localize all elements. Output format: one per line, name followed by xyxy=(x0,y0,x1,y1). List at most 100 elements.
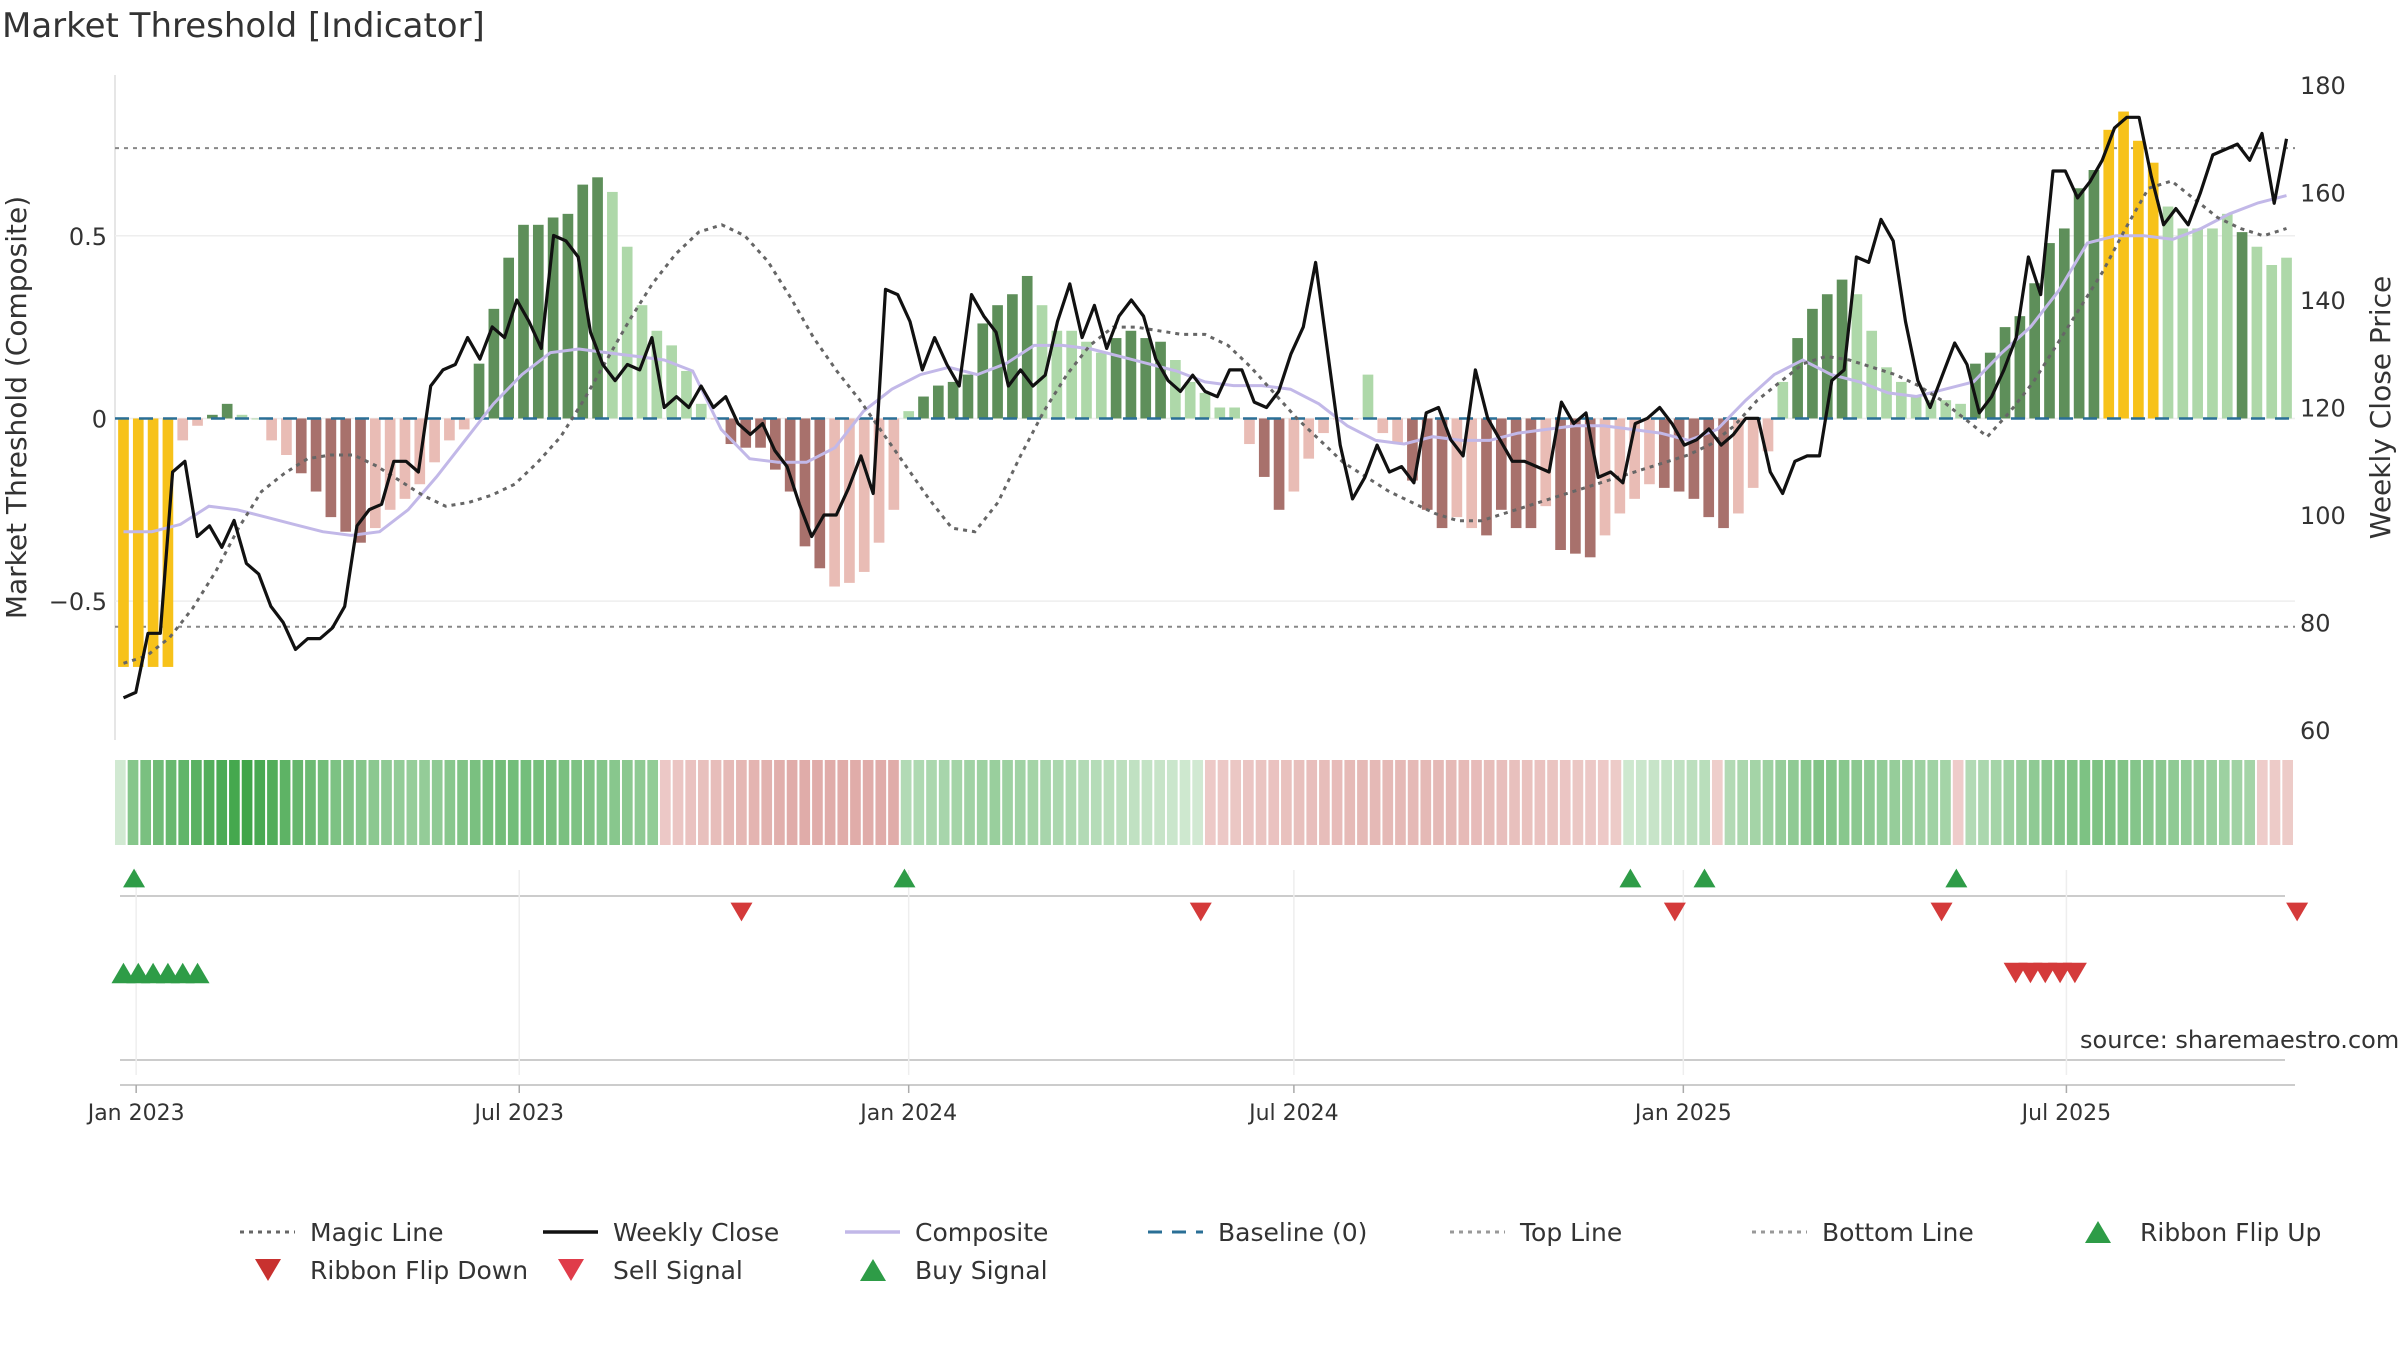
composite-bar xyxy=(2281,257,2292,419)
ribbon-cell xyxy=(1014,760,1026,845)
ribbon-cell xyxy=(1509,760,1520,845)
ribbon-cell xyxy=(1407,760,1419,845)
legend-swatch xyxy=(2085,1220,2111,1244)
composite-bar xyxy=(1940,400,1952,419)
ribbon-cell xyxy=(710,760,722,845)
ribbon-flip-up-marker xyxy=(1945,868,1968,888)
y-tick-right: 180 xyxy=(2300,72,2346,100)
ribbon-cell xyxy=(1838,760,1850,845)
x-tick-label: Jul 2025 xyxy=(2020,1101,2112,1126)
composite-bar xyxy=(503,257,515,419)
ribbon-cell xyxy=(343,760,354,845)
legend-label: Ribbon Flip Up xyxy=(2140,1218,2321,1247)
ribbon-cell xyxy=(1902,760,1913,845)
ribbon-cell xyxy=(2180,760,2192,845)
composite-bar xyxy=(2236,232,2248,419)
composite-bar xyxy=(829,418,840,587)
composite-bar xyxy=(429,418,440,463)
ribbon-cell xyxy=(1940,760,1951,845)
ribbon-cell xyxy=(1788,760,1799,845)
composite-bar xyxy=(355,418,366,543)
legend-label: Top Line xyxy=(1519,1218,1622,1247)
ribbon-cell xyxy=(1281,760,1292,845)
composite-bar xyxy=(2192,228,2203,419)
ribbon-cell xyxy=(875,760,887,845)
ribbon-cell xyxy=(812,760,823,845)
composite-bar xyxy=(266,418,277,441)
ribbon-cell xyxy=(1255,760,1267,845)
composite-bar xyxy=(1318,418,1329,434)
composite-bar xyxy=(192,418,203,426)
composite-bar xyxy=(2118,111,2129,419)
composite-bar xyxy=(681,370,692,419)
composite-bar xyxy=(844,418,855,583)
ribbon-flip-up-marker xyxy=(1619,868,1642,888)
ribbon-cell xyxy=(1496,760,1508,845)
composite-bar xyxy=(2207,228,2218,419)
composite-bar xyxy=(458,418,470,430)
composite-bar xyxy=(384,418,396,510)
composite-bar xyxy=(947,381,959,419)
ribbon-cell xyxy=(1635,760,1647,845)
composite-bar xyxy=(340,418,352,532)
composite-bar xyxy=(2014,316,2026,419)
ribbon-cell xyxy=(1762,760,1774,845)
legend-swatch xyxy=(558,1258,584,1282)
ribbon-cell xyxy=(406,760,418,845)
ribbon-cell xyxy=(279,760,291,845)
composite-bar xyxy=(799,418,811,547)
ribbon-cell xyxy=(1775,760,1787,845)
composite-bar xyxy=(1970,363,1981,419)
composite-bar xyxy=(1021,275,1033,419)
composite-bar xyxy=(1599,418,1611,536)
ribbon-cell xyxy=(1166,760,1178,845)
ribbon-cell xyxy=(216,760,228,845)
composite-bar xyxy=(1007,294,1018,419)
y-tick-right: 80 xyxy=(2300,610,2331,638)
ribbon-cell xyxy=(317,760,329,845)
composite-bar xyxy=(2162,206,2174,419)
composite-bar xyxy=(1362,374,1374,419)
ribbon-cell xyxy=(330,760,342,845)
composite-bar xyxy=(1095,352,1107,419)
ribbon-cell xyxy=(1686,760,1698,845)
composite-bar xyxy=(207,414,218,419)
composite-bar xyxy=(1244,418,1255,445)
ribbon-cell xyxy=(2155,760,2167,845)
ribbon-cell xyxy=(1559,760,1571,845)
ribbon-flip-up-marker xyxy=(123,868,146,888)
composite-bar xyxy=(1540,418,1552,507)
ribbon-cell xyxy=(1673,760,1685,845)
composite-bar xyxy=(1614,418,1626,514)
composite-bar xyxy=(1525,418,1537,529)
composite-bar xyxy=(755,418,766,448)
ribbon-cell xyxy=(431,760,443,845)
composite-bar xyxy=(740,418,752,448)
ribbon-cell xyxy=(647,760,658,845)
composite-bar xyxy=(1762,418,1774,452)
legend-label: Magic Line xyxy=(310,1218,444,1247)
ribbon-cell xyxy=(761,760,773,845)
composite-bar xyxy=(1110,338,1122,419)
ribbon-cell xyxy=(672,760,684,845)
ribbon-cell xyxy=(1052,760,1064,845)
ribbon-cell xyxy=(1610,760,1622,845)
ribbon-cell xyxy=(913,760,925,845)
composite-bar xyxy=(1866,330,1878,419)
ribbon-cell xyxy=(1521,760,1533,845)
ribbon-cell xyxy=(469,760,481,845)
composite-bar xyxy=(1481,418,1492,536)
composite-bar xyxy=(325,418,337,518)
composite-bar xyxy=(1895,381,1907,419)
ribbon-cell xyxy=(1090,760,1102,845)
legend-label: Buy Signal xyxy=(915,1256,1048,1285)
composite-bar xyxy=(1140,338,1152,419)
composite-bar xyxy=(1436,418,1448,529)
ribbon-cell xyxy=(2244,760,2255,845)
ribbon-cell xyxy=(2130,760,2141,845)
ribbon-cell xyxy=(305,760,316,845)
ribbon-cell xyxy=(634,760,646,845)
composite-bar xyxy=(1703,418,1715,518)
composite-bar xyxy=(962,374,974,419)
